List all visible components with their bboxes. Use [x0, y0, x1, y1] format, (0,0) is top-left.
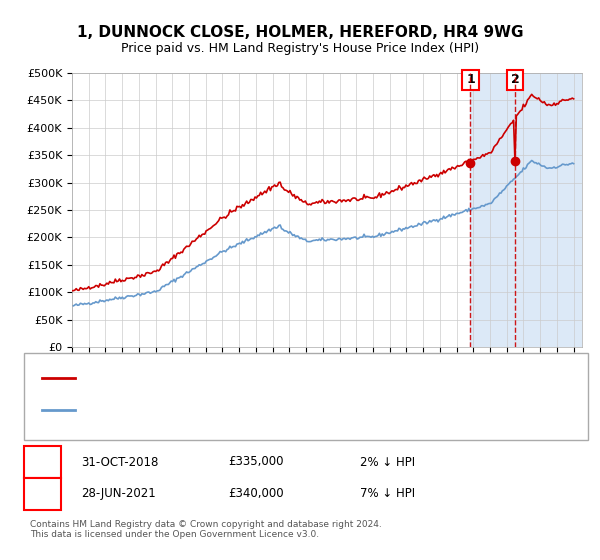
Text: 1, DUNNOCK CLOSE, HOLMER, HEREFORD, HR4 9WG: 1, DUNNOCK CLOSE, HOLMER, HEREFORD, HR4 … [77, 25, 523, 40]
Text: 28-JUN-2021: 28-JUN-2021 [81, 487, 156, 501]
Text: 1: 1 [466, 73, 475, 86]
Text: HPI: Average price, detached house, Herefordshire: HPI: Average price, detached house, Here… [84, 405, 348, 415]
Text: 2% ↓ HPI: 2% ↓ HPI [360, 455, 415, 469]
Bar [470, 73, 515, 347]
Text: 2: 2 [511, 73, 520, 86]
Text: £335,000: £335,000 [228, 455, 284, 469]
Text: 1, DUNNOCK CLOSE, HOLMER, HEREFORD, HR4 9WG (detached house): 1, DUNNOCK CLOSE, HOLMER, HEREFORD, HR4 … [84, 373, 454, 383]
Text: Contains HM Land Registry data © Crown copyright and database right 2024.
This d: Contains HM Land Registry data © Crown c… [30, 520, 382, 539]
Text: 7% ↓ HPI: 7% ↓ HPI [360, 487, 415, 501]
Text: £340,000: £340,000 [228, 487, 284, 501]
Text: 1: 1 [38, 455, 47, 469]
Text: 2: 2 [38, 487, 47, 501]
Text: 31-OCT-2018: 31-OCT-2018 [81, 455, 158, 469]
Bar [515, 73, 582, 347]
Text: Price paid vs. HM Land Registry's House Price Index (HPI): Price paid vs. HM Land Registry's House … [121, 42, 479, 55]
